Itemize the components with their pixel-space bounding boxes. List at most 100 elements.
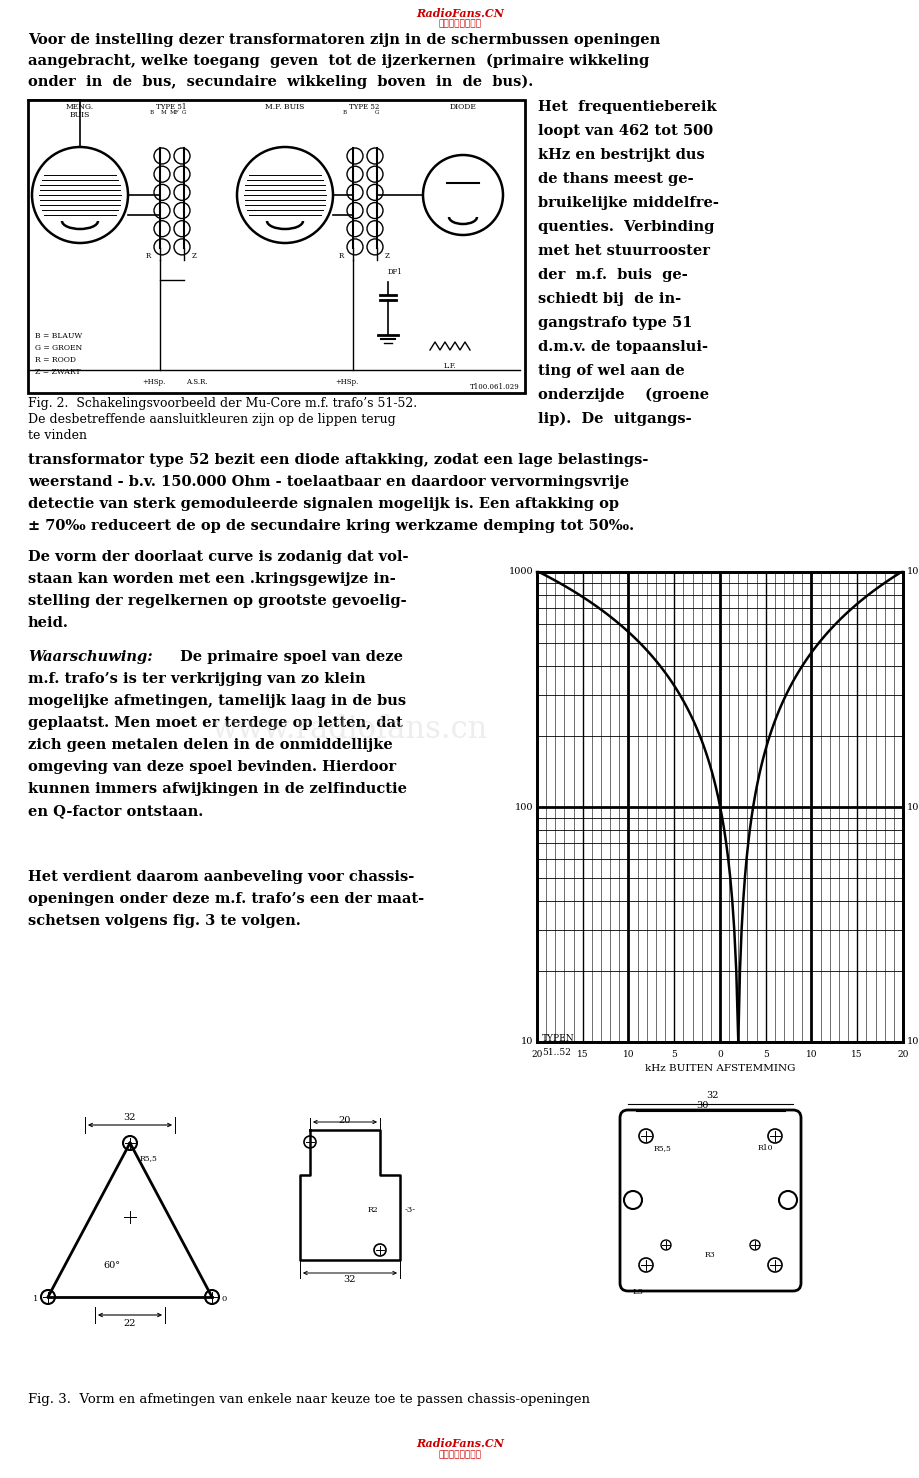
Text: ± 70‰ reduceert de op de secundaire kring werkzame demping tot 50‰.: ± 70‰ reduceert de op de secundaire krin… bbox=[28, 519, 633, 534]
Text: RadioFans.CN: RadioFans.CN bbox=[415, 1438, 504, 1448]
Text: 0: 0 bbox=[221, 1295, 227, 1304]
Text: heid.: heid. bbox=[28, 616, 69, 630]
Text: 收音机好者资料库: 收音机好者资料库 bbox=[438, 1450, 481, 1459]
Text: m.f. trafo’s is ter verkrijging van zo klein: m.f. trafo’s is ter verkrijging van zo k… bbox=[28, 672, 365, 686]
Text: R5,5: R5,5 bbox=[140, 1154, 158, 1162]
Text: DIODE: DIODE bbox=[449, 103, 476, 111]
Text: 22: 22 bbox=[124, 1318, 136, 1329]
Text: 60°: 60° bbox=[103, 1261, 120, 1270]
Bar bbox=[537, 572, 902, 1042]
Text: ting of wel aan de: ting of wel aan de bbox=[538, 364, 684, 378]
Text: A.S.R.: A.S.R. bbox=[186, 378, 208, 386]
Text: openingen onder deze m.f. trafo’s een der maat-: openingen onder deze m.f. trafo’s een de… bbox=[28, 893, 424, 906]
Text: d.m.v. de topaanslui-: d.m.v. de topaanslui- bbox=[538, 340, 708, 355]
Text: RadioFans.CN: RadioFans.CN bbox=[415, 7, 504, 19]
Text: 15: 15 bbox=[576, 1049, 588, 1060]
Text: 1000: 1000 bbox=[508, 568, 532, 576]
Text: kHz BUITEN AFSTEMMING: kHz BUITEN AFSTEMMING bbox=[644, 1064, 794, 1073]
Text: Waarschuwing:: Waarschuwing: bbox=[28, 650, 153, 664]
Text: G = GROEN: G = GROEN bbox=[35, 344, 82, 352]
Text: en Q-factor ontstaan.: en Q-factor ontstaan. bbox=[28, 804, 203, 817]
Text: detectie van sterk gemoduleerde signalen mogelijk is. Een aftakking op: detectie van sterk gemoduleerde signalen… bbox=[28, 497, 618, 511]
Text: schiedt bij  de in-: schiedt bij de in- bbox=[538, 293, 680, 306]
Text: onderzijde    (groene: onderzijde (groene bbox=[538, 389, 709, 402]
Text: 100: 100 bbox=[906, 803, 919, 811]
Text: gangstrafo type 51: gangstrafo type 51 bbox=[538, 316, 692, 330]
Text: R5,5: R5,5 bbox=[653, 1144, 671, 1151]
Bar bbox=[28, 101, 525, 393]
Text: zich geen metalen delen in de onmiddellijke: zich geen metalen delen in de onmiddelli… bbox=[28, 738, 392, 752]
Text: met het stuurrooster: met het stuurrooster bbox=[538, 244, 709, 259]
Text: M: M bbox=[161, 109, 166, 115]
Text: omgeving van deze spoel bevinden. Hierdoor: omgeving van deze spoel bevinden. Hierdo… bbox=[28, 760, 396, 774]
Text: TYPEN: TYPEN bbox=[541, 1035, 574, 1043]
Text: Het verdient daarom aanbeveling voor chassis-: Het verdient daarom aanbeveling voor cha… bbox=[28, 871, 414, 884]
Text: Z: Z bbox=[384, 253, 389, 260]
Text: MF: MF bbox=[169, 109, 178, 115]
Text: bruikelijke middelfre-: bruikelijke middelfre- bbox=[538, 197, 718, 210]
Text: de thans meest ge-: de thans meest ge- bbox=[538, 171, 693, 186]
Text: te vinden: te vinden bbox=[28, 429, 87, 442]
Text: 20: 20 bbox=[338, 1116, 351, 1125]
Text: 32: 32 bbox=[124, 1113, 136, 1122]
Text: R: R bbox=[338, 253, 344, 260]
Text: 30: 30 bbox=[695, 1101, 708, 1110]
Text: 100: 100 bbox=[514, 803, 532, 811]
Text: R2: R2 bbox=[367, 1206, 378, 1213]
Text: R = ROOD: R = ROOD bbox=[35, 356, 76, 364]
Text: staan kan worden met een .kringsgewijze in-: staan kan worden met een .kringsgewijze … bbox=[28, 572, 395, 585]
Text: B: B bbox=[343, 109, 346, 115]
Text: quenties.  Verbinding: quenties. Verbinding bbox=[538, 220, 713, 234]
Text: 1: 1 bbox=[32, 1295, 38, 1304]
Text: 51..52: 51..52 bbox=[541, 1048, 571, 1057]
Text: Fig. 3.  Vorm en afmetingen van enkele naar keuze toe te passen chassis-openinge: Fig. 3. Vorm en afmetingen van enkele na… bbox=[28, 1392, 589, 1406]
Text: 32: 32 bbox=[706, 1091, 719, 1100]
Text: G: G bbox=[182, 109, 186, 115]
Text: stelling der regelkernen op grootste gevoelig-: stelling der regelkernen op grootste gev… bbox=[28, 594, 406, 607]
Text: 5: 5 bbox=[671, 1049, 676, 1060]
Text: kunnen immers afwijkingen in de zelfinductie: kunnen immers afwijkingen in de zelfindu… bbox=[28, 782, 406, 797]
Text: R: R bbox=[145, 253, 151, 260]
Text: mogelijke afmetingen, tamelijk laag in de bus: mogelijke afmetingen, tamelijk laag in d… bbox=[28, 695, 405, 708]
Text: 10: 10 bbox=[805, 1049, 816, 1060]
Text: Z: Z bbox=[191, 253, 197, 260]
Text: 5: 5 bbox=[762, 1049, 768, 1060]
Text: R3: R3 bbox=[704, 1250, 715, 1259]
Text: Voor de instelling dezer transformatoren zijn in de schermbussen openingen: Voor de instelling dezer transformatoren… bbox=[28, 33, 660, 47]
Text: 10: 10 bbox=[520, 1038, 532, 1046]
Text: R10: R10 bbox=[756, 1144, 772, 1151]
Text: M.F. BUIS: M.F. BUIS bbox=[265, 103, 304, 111]
Text: 32: 32 bbox=[344, 1276, 356, 1284]
Text: aangebracht, welke toegang  geven  tot de ijzerkernen  (primaire wikkeling: aangebracht, welke toegang geven tot de … bbox=[28, 55, 649, 68]
Text: MENG.: MENG. bbox=[66, 103, 94, 111]
Text: lip).  De  uitgangs-: lip). De uitgangs- bbox=[538, 412, 691, 426]
Text: Z = ZWART: Z = ZWART bbox=[35, 368, 81, 375]
Text: 0: 0 bbox=[716, 1049, 722, 1060]
Text: 10: 10 bbox=[906, 1038, 918, 1046]
Text: De vorm der doorlaat curve is zodanig dat vol-: De vorm der doorlaat curve is zodanig da… bbox=[28, 550, 408, 565]
Text: B = BLAUW: B = BLAUW bbox=[35, 333, 82, 340]
Text: Het  frequentiebereik: Het frequentiebereik bbox=[538, 101, 716, 114]
Text: 10: 10 bbox=[622, 1049, 633, 1060]
Text: TYPE 52: TYPE 52 bbox=[348, 103, 379, 111]
Text: 收音机好者资料库: 收音机好者资料库 bbox=[438, 19, 481, 28]
Text: L.F.: L.F. bbox=[443, 362, 456, 370]
Text: T100.061.029: T100.061.029 bbox=[470, 383, 519, 392]
Text: transformator type 52 bezit een diode aftakking, zodat een lage belastings-: transformator type 52 bezit een diode af… bbox=[28, 452, 648, 467]
Text: De desbetreffende aansluitkleuren zijn op de lippen terug: De desbetreffende aansluitkleuren zijn o… bbox=[28, 412, 395, 426]
Text: BUIS: BUIS bbox=[70, 111, 90, 120]
Text: www.radiofans.cn: www.radiofans.cn bbox=[211, 714, 488, 745]
Text: 1000: 1000 bbox=[906, 568, 919, 576]
Text: 20: 20 bbox=[896, 1049, 908, 1060]
Text: L5: L5 bbox=[632, 1287, 643, 1296]
Text: G: G bbox=[374, 109, 379, 115]
Text: der  m.f.  buis  ge-: der m.f. buis ge- bbox=[538, 268, 687, 282]
Text: loopt van 462 tot 500: loopt van 462 tot 500 bbox=[538, 124, 712, 137]
Text: +HSp.: +HSp. bbox=[142, 378, 165, 386]
Text: TYPE 51: TYPE 51 bbox=[155, 103, 186, 111]
Text: 15: 15 bbox=[850, 1049, 862, 1060]
Text: geplaatst. Men moet er terdege op letten, dat: geplaatst. Men moet er terdege op letten… bbox=[28, 715, 403, 730]
Text: De primaire spoel van deze: De primaire spoel van deze bbox=[175, 650, 403, 664]
Text: kHz en bestrijkt dus: kHz en bestrijkt dus bbox=[538, 148, 704, 163]
Text: +HSp.: +HSp. bbox=[335, 378, 358, 386]
